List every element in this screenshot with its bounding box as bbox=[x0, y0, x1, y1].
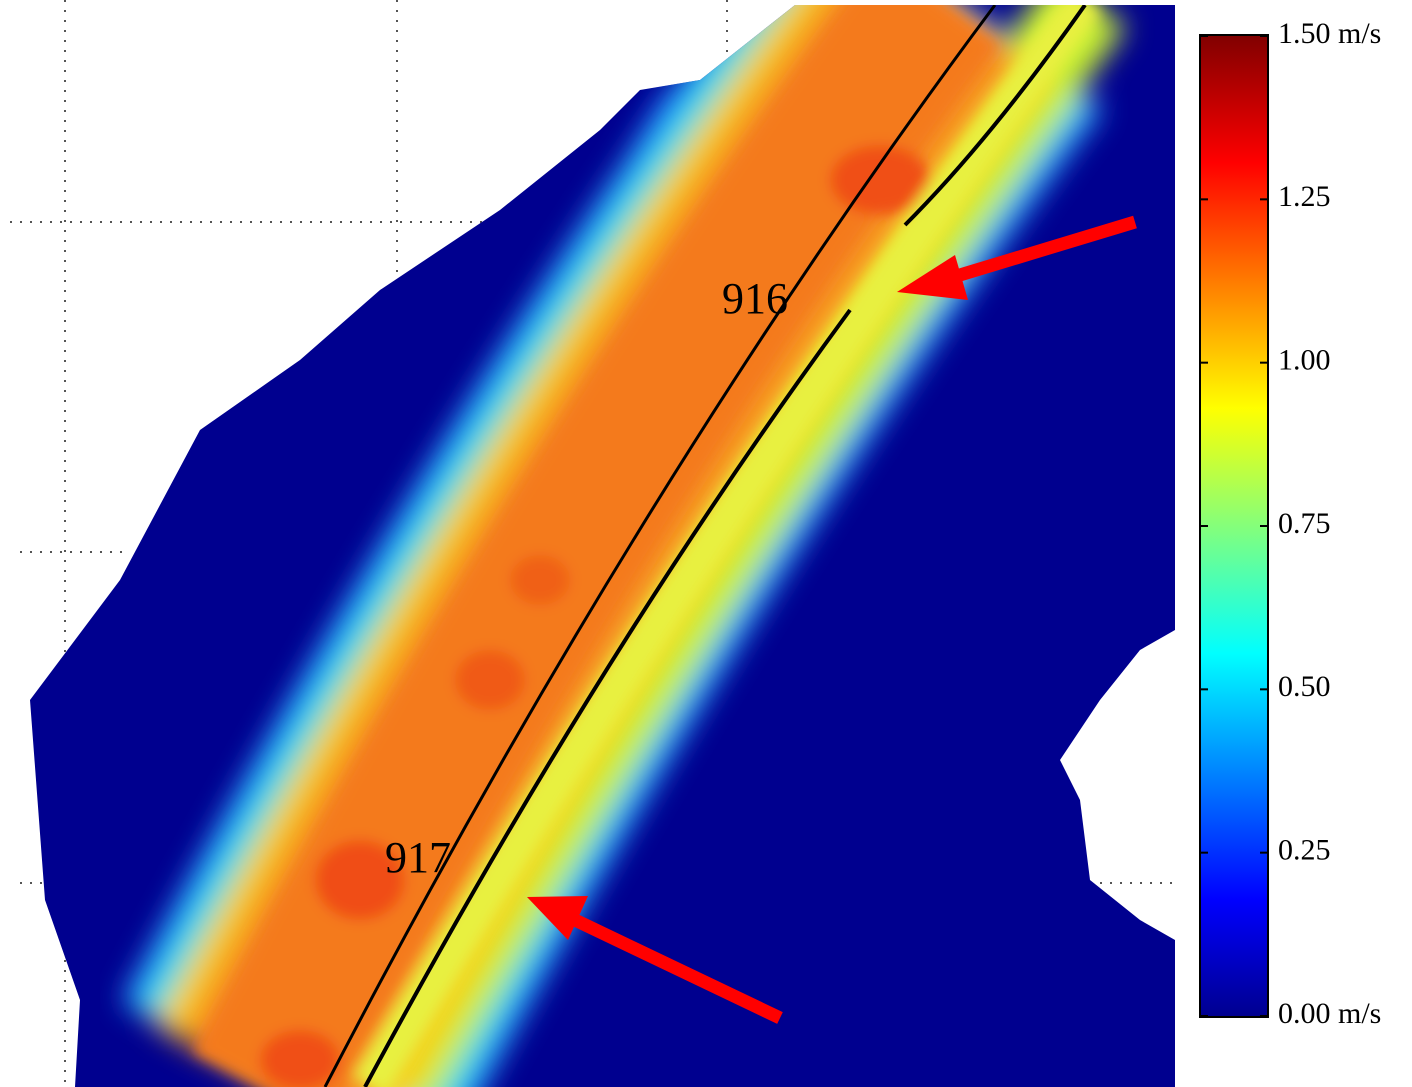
colorbar-tick-label: 1.00 bbox=[1278, 344, 1331, 377]
colorbar-ticks: 1.50 m/s 1.25 1.00 0.75 0.50 0.25 0.00 m/s bbox=[1200, 17, 1381, 1030]
colorbar-tick-label: 0.75 bbox=[1278, 507, 1331, 540]
velocity-field bbox=[30, 5, 1175, 1087]
river-mile-label: 916 bbox=[722, 274, 788, 323]
colorbar-tick-label: 1.25 bbox=[1278, 180, 1331, 213]
colorbar-tick-label: 0.00 m/s bbox=[1278, 997, 1381, 1030]
grid bbox=[10, 0, 1175, 1087]
colorbar bbox=[1199, 34, 1269, 1018]
arrow bbox=[527, 215, 1137, 1024]
river-mile-label: 917 bbox=[385, 833, 451, 882]
colorbar-tick-label: 0.25 bbox=[1278, 834, 1331, 867]
colorbar-tick-label: 1.50 m/s bbox=[1278, 17, 1381, 50]
colorbar-tick-label: 0.50 bbox=[1278, 670, 1331, 703]
